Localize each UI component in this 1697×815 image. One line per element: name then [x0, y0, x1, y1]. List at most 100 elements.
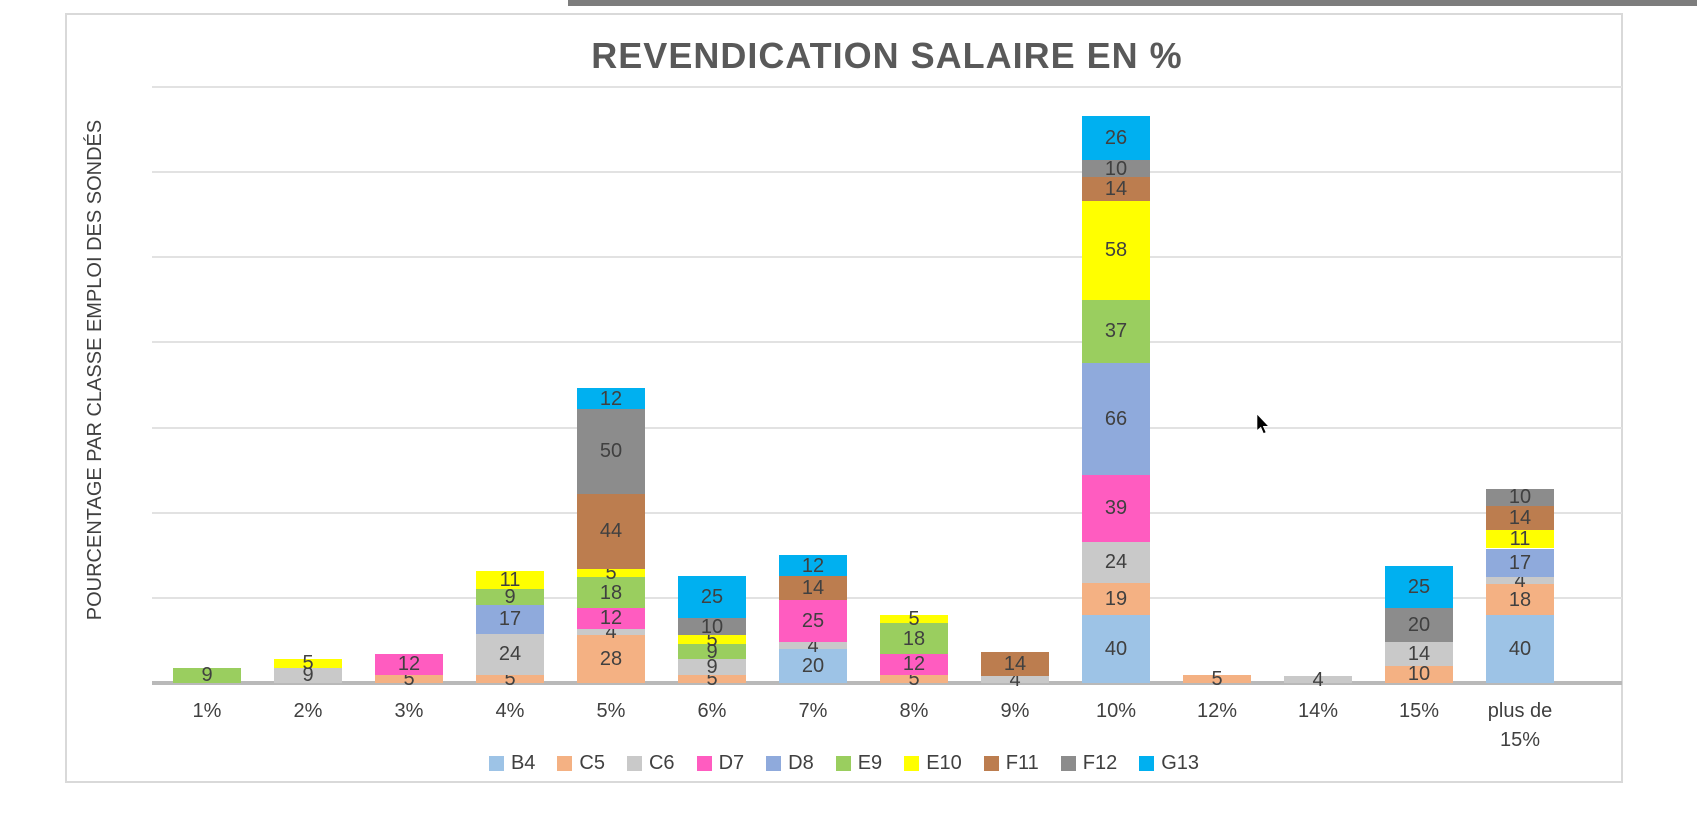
- bar-segment-C6: [577, 628, 645, 636]
- bar-segment-F11: [577, 494, 645, 569]
- x-axis-label: 9%: [1000, 700, 1030, 722]
- mouse-cursor: [1256, 413, 1272, 441]
- bar-stack-12%: 5: [1183, 87, 1251, 690]
- bar-segment-B4: [779, 648, 847, 683]
- bar-segment-F11: [981, 652, 1049, 677]
- x-axis-label: 4%: [495, 700, 525, 722]
- legend-item-E9: E9: [835, 752, 883, 775]
- gridline: [152, 86, 1622, 88]
- bar-segment-C5: [476, 674, 544, 683]
- bar-segment-D7: [375, 654, 443, 675]
- bar-segment-C5: [1183, 674, 1251, 683]
- bar-segment-C5: [1385, 665, 1453, 683]
- bar-segment-C5: [1082, 582, 1150, 615]
- bar-segment-D7: [880, 654, 948, 675]
- bar-segment-F12: [1486, 488, 1554, 506]
- legend-label: E10: [926, 752, 962, 774]
- legend-label: E9: [857, 752, 883, 774]
- bar-segment-G13: [577, 388, 645, 409]
- legend-swatch: [835, 756, 851, 771]
- bar-segment-E9: [173, 667, 241, 683]
- legend-label: D7: [718, 752, 745, 774]
- legend-item-E10: E10: [904, 752, 962, 775]
- x-axis-label: 15%: [1398, 700, 1440, 722]
- legend-swatch: [557, 756, 573, 771]
- x-axis-label: 8%: [899, 700, 929, 722]
- x-axis-label: 12%: [1196, 700, 1238, 722]
- bar-segment-D7: [779, 599, 847, 643]
- bar-segment-C6: [1284, 676, 1352, 683]
- bar-segment-F12: [678, 618, 746, 636]
- legend-swatch: [1060, 756, 1076, 771]
- legend-item-D8: D8: [766, 752, 814, 775]
- legend-swatch: [626, 756, 642, 771]
- bar-stack-3%: 5 12: [375, 87, 443, 690]
- x-axis-label: 5%: [596, 700, 626, 722]
- bar-segment-E10: [1082, 201, 1150, 300]
- bar-segment-E9: [880, 623, 948, 655]
- chart-card: REVENDICATION SALAIRE EN % POURCENTAGE P…: [65, 13, 1623, 783]
- legend-swatch: [696, 756, 712, 771]
- bar-segment-C6: [1082, 541, 1150, 583]
- legend-item-D7: D7: [696, 752, 745, 775]
- x-axis-label: 3%: [394, 700, 424, 722]
- plot-area: 9 1% 9 5 2% 5 12 3% 5 24 17 9 11 4% 28 4 12 18 5 44 50 12 5% 5 9…: [152, 86, 1622, 751]
- bar-segment-D8: [1082, 362, 1150, 476]
- gridline: [152, 596, 1622, 599]
- bar-segment-E10: [880, 614, 948, 624]
- x-axis-label: 6%: [697, 700, 727, 722]
- bar-segment-F12: [1082, 160, 1150, 178]
- bar-segment-F12: [577, 408, 645, 494]
- bar-segment-C5: [577, 635, 645, 683]
- bar-segment-D7: [577, 608, 645, 629]
- x-axis-label: 14%: [1297, 700, 1339, 722]
- bar-segment-G13: [678, 575, 746, 619]
- bar-stack-8%: 5 12 18 5: [880, 87, 948, 690]
- bar-segment-C5: [880, 674, 948, 683]
- bar-stack-15%: 10 14 20 25: [1385, 87, 1453, 685]
- bar-segment-C6: [779, 642, 847, 649]
- bar-segment-B4: [1486, 614, 1554, 683]
- bar-stack-7%: 20 4 25 14 12: [779, 87, 847, 683]
- bar-segment-B4: [1082, 614, 1150, 683]
- bar-stack-1%: 9: [173, 87, 241, 686]
- chart-title: REVENDICATION SALAIRE EN %: [591, 35, 1183, 76]
- bar-stack-14%: 4: [1284, 87, 1352, 691]
- bar-segment-F11: [779, 575, 847, 600]
- bar-segment-C6: [1385, 642, 1453, 666]
- x-axis-label: 7%: [798, 700, 828, 722]
- x-axis-label: 2%: [293, 700, 323, 722]
- bar-segment-C5: [375, 674, 443, 683]
- bar-stack-6%: 5 9 9 5 10 25: [678, 87, 746, 690]
- bar-stack-9%: 4 14: [981, 87, 1049, 691]
- x-axis-label: 10%: [1095, 700, 1137, 722]
- legend-item-F11: F11: [983, 752, 1039, 775]
- gridline: [152, 426, 1622, 429]
- bar-segment-D8: [476, 604, 544, 634]
- bar-stack-10%: 40 19 24 39 66 37 58 14 10 26: [1082, 87, 1150, 683]
- bar-segment-E10: [577, 568, 645, 578]
- bar-segment-C6: [678, 659, 746, 675]
- bar-segment-G13: [779, 555, 847, 576]
- bar-segment-E10: [1486, 529, 1554, 549]
- bar-stack-4%: 5 24 17 9 11: [476, 87, 544, 690]
- bar-segment-C5: [678, 674, 746, 683]
- bar-segment-F12: [1385, 608, 1453, 643]
- legend-label: F11: [1005, 752, 1039, 774]
- legend-swatch: [766, 756, 782, 771]
- legend-swatch: [983, 756, 999, 771]
- bar-segment-E10: [678, 635, 746, 644]
- legend-item-G13: G13: [1139, 752, 1199, 775]
- bar-segment-C6: [981, 676, 1049, 683]
- bar-segment-E9: [678, 643, 746, 660]
- window-edge-strip: [568, 0, 1697, 6]
- legend-swatch: [1139, 756, 1155, 771]
- gridline: [152, 171, 1622, 174]
- legend-label: B4: [510, 752, 536, 774]
- legend-item-B4: B4: [488, 752, 536, 775]
- legend-swatch: [488, 756, 504, 771]
- legend-label: C5: [579, 752, 605, 774]
- legend-label: C6: [648, 752, 675, 774]
